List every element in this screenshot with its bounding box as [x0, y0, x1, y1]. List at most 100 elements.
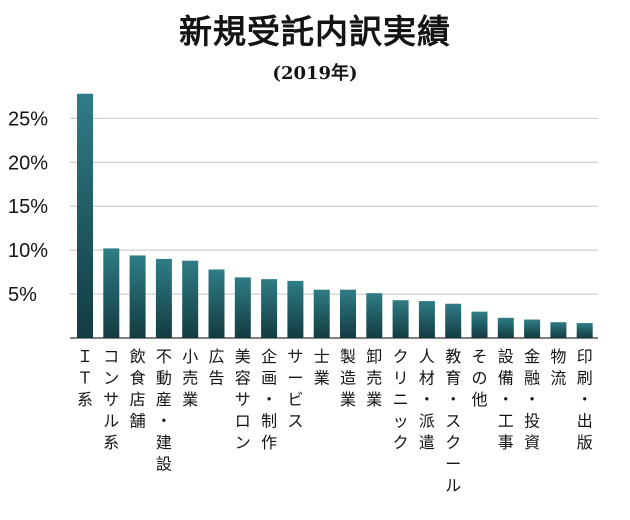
x-tick-char: ク — [393, 347, 409, 366]
x-tick-char: 飲 — [130, 347, 146, 366]
x-tick-char: 製 — [340, 347, 356, 366]
x-tick-char: 建 — [156, 433, 172, 452]
bar — [103, 248, 120, 338]
x-tick-label: 小売業 — [182, 347, 198, 409]
x-tick-char: 店 — [130, 390, 146, 409]
x-tick-char: リ — [393, 369, 409, 388]
bar — [497, 317, 514, 338]
x-tick-char: 事 — [498, 433, 514, 452]
bar — [182, 260, 199, 338]
bar — [524, 319, 541, 338]
x-tick-char: 企 — [261, 347, 277, 366]
y-tick-label: 5% — [8, 284, 37, 306]
x-tick-char: 売 — [366, 369, 382, 388]
x-tick-char: 業 — [314, 369, 330, 388]
x-tick-char: Ｉ — [77, 347, 93, 366]
x-tick-char: ー — [287, 369, 303, 388]
x-tick-char: 告 — [208, 369, 224, 388]
x-tick-char: 育 — [445, 369, 461, 388]
x-tick-char: 工 — [498, 412, 514, 431]
x-tick-char: 備 — [498, 369, 514, 388]
x-tick-char: 産 — [156, 390, 172, 409]
bar — [550, 322, 567, 338]
x-tick-label: 企画・制作 — [261, 347, 277, 452]
bar — [77, 93, 93, 338]
x-tick-label: 金融・投資 — [524, 347, 540, 452]
x-tick-char: ク — [445, 433, 461, 452]
x-tick-char: ク — [393, 433, 409, 452]
x-tick-char: 材 — [419, 369, 435, 388]
x-tick-char: ス — [445, 412, 461, 431]
x-tick-char: ル — [103, 412, 119, 431]
x-tick-char: 出 — [577, 412, 593, 431]
bar — [392, 300, 409, 338]
x-tick-label: ＩＴ系 — [77, 347, 93, 409]
x-tick-char: ッ — [393, 412, 409, 431]
x-tick-char: ・ — [156, 412, 172, 431]
x-tick-char: 業 — [366, 390, 382, 409]
bar — [155, 258, 172, 338]
y-tick-label: 10% — [8, 240, 48, 262]
bar — [418, 301, 435, 338]
x-tick-char: ス — [287, 412, 303, 431]
bar — [313, 289, 330, 338]
x-tick-char: 系 — [77, 390, 93, 409]
x-tick-label: 印刷・出版 — [577, 347, 593, 452]
x-tick-char: 融 — [524, 369, 540, 388]
x-tick-char: 刷 — [577, 369, 593, 388]
chart-title: 新規受託内訳実績 — [179, 12, 451, 51]
x-tick-char: 小 — [182, 347, 198, 366]
x-tick-label: その他 — [471, 347, 487, 409]
x-tick-label: 人材・派遣 — [419, 347, 435, 452]
x-tick-char: ・ — [445, 390, 461, 409]
x-tick-char: 設 — [156, 455, 172, 474]
x-tick-char: 投 — [524, 412, 540, 431]
bar — [445, 303, 462, 338]
x-tick-char: 卸 — [366, 347, 382, 366]
bar — [208, 269, 225, 338]
x-tick-char: 業 — [340, 390, 356, 409]
x-tick-char: そ — [471, 347, 487, 366]
bar — [471, 311, 488, 338]
x-tick-char: の — [471, 369, 487, 388]
chart-subtitle: (2019年) — [272, 63, 358, 84]
x-tick-char: サ — [103, 390, 119, 409]
x-tick-char: 士 — [314, 347, 330, 366]
y-tick-label: 20% — [8, 152, 48, 174]
x-tick-char: Ｔ — [77, 369, 93, 388]
x-tick-char: 流 — [550, 369, 566, 388]
y-tick-label: 25% — [8, 108, 48, 130]
x-tick-char: コ — [103, 347, 119, 366]
x-tick-char: 制 — [261, 412, 277, 431]
x-tick-char: 広 — [208, 347, 224, 366]
x-tick-char: サ — [287, 347, 303, 366]
x-tick-char: 食 — [130, 369, 146, 388]
x-tick-label: 物流 — [550, 347, 566, 388]
x-tick-char: 不 — [156, 347, 172, 366]
x-tick-char: 版 — [577, 433, 593, 452]
x-tick-char: ル — [445, 476, 461, 495]
x-tick-label: 卸売業 — [366, 347, 382, 409]
x-tick-char: 作 — [261, 433, 277, 452]
x-tick-char: ン — [103, 369, 119, 388]
x-tick-char: 動 — [156, 369, 172, 388]
x-tick-char: 資 — [524, 433, 540, 452]
y-tick-label: 15% — [8, 196, 48, 218]
x-tick-char: ・ — [577, 390, 593, 409]
x-tick-char: ビ — [287, 390, 303, 409]
x-tick-char: 教 — [445, 347, 461, 366]
x-tick-char: 画 — [261, 369, 277, 388]
x-tick-char: 売 — [182, 369, 198, 388]
x-tick-char: 他 — [471, 390, 487, 409]
x-tick-label: 設備・工事 — [498, 347, 514, 452]
x-tick-char: 印 — [577, 347, 593, 366]
x-tick-char: ン — [235, 433, 251, 452]
x-tick-char: 設 — [498, 347, 514, 366]
x-tick-char: ・ — [419, 390, 435, 409]
bar — [234, 277, 251, 338]
x-tick-label: 不動産・建設 — [156, 347, 172, 474]
bar — [287, 280, 304, 338]
